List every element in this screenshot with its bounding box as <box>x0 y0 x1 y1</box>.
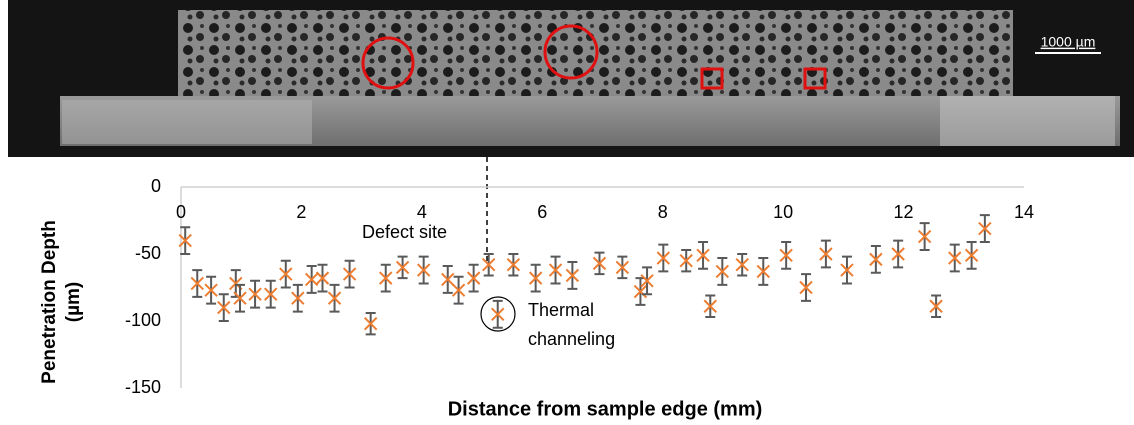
y-tick-label: -50 <box>135 243 161 263</box>
marker <box>819 247 833 261</box>
marker <box>441 272 455 287</box>
marker <box>633 284 648 299</box>
marker <box>363 316 378 331</box>
marker <box>978 221 992 236</box>
marker <box>929 299 943 313</box>
marker <box>964 248 979 263</box>
x-tick-label: 12 <box>894 202 914 222</box>
marker <box>756 264 770 279</box>
marker <box>656 251 671 265</box>
y-tick-label: -150 <box>125 377 161 397</box>
marker <box>640 274 654 288</box>
marker <box>178 233 192 248</box>
marker <box>506 258 521 272</box>
marker <box>696 248 710 263</box>
micrograph: 1000 µm <box>8 0 1134 157</box>
marker <box>481 258 496 272</box>
marker <box>466 271 481 285</box>
marker <box>715 264 730 279</box>
marker <box>735 258 749 272</box>
marker <box>190 276 204 291</box>
marker <box>548 263 563 277</box>
x-tick-label: 6 <box>537 202 547 222</box>
marker <box>491 307 505 322</box>
y-tick-label: 0 <box>151 176 161 196</box>
marker <box>395 260 410 275</box>
marker <box>248 287 262 301</box>
marker <box>264 287 278 301</box>
x-tick-label: 4 <box>417 202 427 222</box>
marker <box>779 248 793 263</box>
y-axis-label: Penetration Depth (µm) <box>39 220 84 384</box>
marker <box>204 283 218 297</box>
marker <box>891 247 905 261</box>
x-tick-label: 10 <box>773 202 793 222</box>
x-tick-label: 2 <box>296 202 306 222</box>
marker <box>217 300 231 315</box>
y-tick-label: -100 <box>125 310 161 330</box>
marker <box>679 253 693 268</box>
marker <box>379 271 393 285</box>
x-tick-label: 0 <box>176 202 186 222</box>
marker <box>948 251 962 265</box>
x-axis-label: Distance from sample edge (mm) <box>448 398 763 420</box>
scale-bar-label: 1000 µm <box>1041 34 1096 50</box>
x-tick-label: 14 <box>1014 202 1034 222</box>
marker <box>799 280 813 295</box>
marker <box>342 267 357 281</box>
marker <box>304 272 319 287</box>
marker <box>291 291 305 305</box>
marker <box>416 263 431 277</box>
marker <box>565 268 580 283</box>
highlight-circle <box>480 296 516 332</box>
marker <box>615 260 630 275</box>
marker <box>327 291 342 305</box>
marker <box>233 291 247 305</box>
marker <box>451 283 466 297</box>
marker <box>869 252 883 267</box>
marker <box>528 271 543 285</box>
marker <box>703 299 717 313</box>
marker <box>279 267 293 281</box>
marker <box>917 229 932 244</box>
marker <box>592 256 607 271</box>
marker <box>840 263 854 277</box>
annotation: channeling <box>528 329 615 349</box>
annotation: Defect site <box>362 222 447 242</box>
annotation: Thermal <box>528 300 594 320</box>
marker <box>315 271 330 285</box>
x-tick-label: 8 <box>658 202 668 222</box>
